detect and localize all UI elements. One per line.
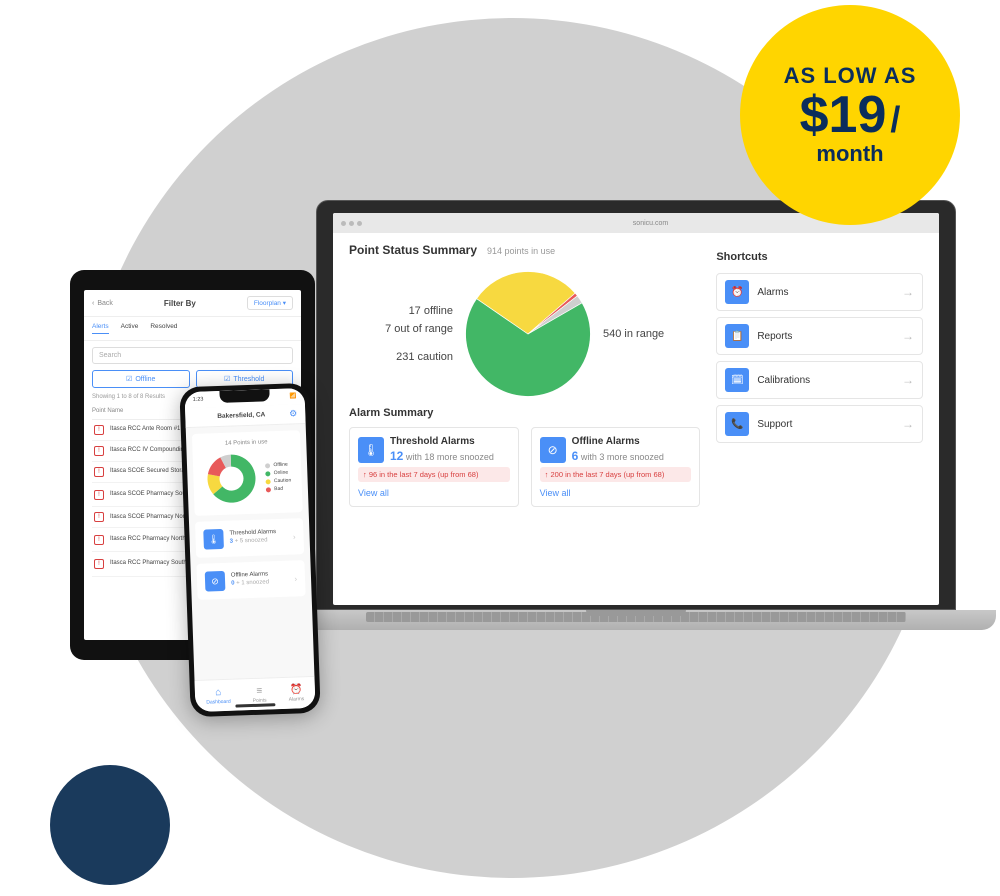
floorplan-select[interactable]: Floorplan ▾ — [247, 296, 293, 310]
alert-icon: ! — [94, 490, 104, 500]
point-status-heading: Point Status Summary 914 points in use — [349, 243, 700, 257]
offline-alarm-card[interactable]: ⊘ Offline Alarms 6 with 3 more snoozed ↑… — [531, 427, 701, 507]
shortcut-reports[interactable]: 📋Reports→ — [716, 317, 923, 355]
alert-icon: ! — [94, 425, 104, 435]
donut-legend: OfflineOnlineCautionBad — [265, 461, 291, 494]
phone-notch — [219, 389, 269, 403]
chevron-right-icon: › — [293, 532, 296, 541]
back-button[interactable]: ‹ Back — [92, 300, 113, 307]
offline-icon: ⊘ — [540, 437, 566, 463]
phone-header: Bakersfield, CA ⚙ — [185, 404, 306, 428]
pie-left-labels: 17 offline 7 out of range 231 caution — [385, 300, 453, 369]
calibration-icon: 🗓 — [725, 368, 749, 392]
alarm-icon: ⏰ — [725, 280, 749, 304]
shortcut-calibrations[interactable]: 🗓Calibrations→ — [716, 361, 923, 399]
support-icon: 📞 — [725, 412, 749, 436]
phone-device: 1:23 📶 Bakersfield, CA ⚙ 14 Points in us… — [179, 383, 320, 717]
chevron-right-icon: › — [294, 574, 297, 583]
tablet-tabs: Alerts Active Resolved — [84, 317, 301, 341]
laptop-keyboard — [276, 610, 996, 630]
view-all-threshold[interactable]: View all — [358, 488, 510, 498]
arrow-right-icon: → — [902, 285, 914, 299]
gear-icon[interactable]: ⚙ — [289, 408, 297, 419]
threshold-alarm-card[interactable]: 🌡 Threshold Alarms 12 with 18 more snooz… — [349, 427, 519, 507]
laptop-device: sonicu.com Point Status Summary 914 poin… — [316, 200, 956, 670]
offline-trend: ↑ 200 in the last 7 days (up from 68) — [540, 467, 692, 482]
filter-offline[interactable]: ☑ Offline — [92, 370, 190, 388]
arrow-right-icon: → — [902, 417, 914, 431]
tablet-header: ‹ Back Filter By Floorplan ▾ — [84, 290, 301, 317]
offline-icon: ⊘ — [205, 571, 226, 592]
donut-chart — [203, 450, 261, 508]
nav-alarms[interactable]: ⏰Alarms — [288, 684, 304, 703]
browser-url: sonicu.com — [633, 220, 668, 227]
decorative-accent-circle — [50, 765, 170, 885]
pie-chart — [463, 269, 593, 399]
location-label: Bakersfield, CA — [217, 411, 265, 420]
alert-icon: ! — [94, 512, 104, 522]
tablet-title: Filter By — [164, 299, 196, 308]
phone-summary-card: 14 Points in use OfflineOnlineCautionBad — [192, 430, 303, 516]
alert-icon: ! — [94, 535, 104, 545]
alert-icon: ! — [94, 559, 104, 569]
report-icon: 📋 — [725, 324, 749, 348]
alert-icon: ! — [94, 467, 104, 477]
pie-right-labels: 540 in range — [603, 324, 664, 344]
search-input[interactable]: Search — [92, 347, 293, 364]
tab-alerts[interactable]: Alerts — [92, 323, 109, 334]
arrow-right-icon: → — [902, 329, 914, 343]
thermometer-icon: 🌡 — [358, 437, 384, 463]
arrow-right-icon: → — [902, 373, 914, 387]
nav-dashboard[interactable]: ⌂Dashboard — [206, 686, 231, 705]
shortcuts-heading: Shortcuts — [716, 251, 923, 263]
thermometer-icon: 🌡 — [203, 529, 224, 550]
tab-active[interactable]: Active — [121, 323, 139, 334]
alert-icon: ! — [94, 446, 104, 456]
price-badge: AS LOW AS $19/ month — [740, 5, 960, 225]
threshold-trend: ↑ 96 in the last 7 days (up from 68) — [358, 467, 510, 482]
offline-card-mobile[interactable]: ⊘ Offline Alarms 0 + 1 snoozed › — [196, 560, 305, 600]
view-all-offline[interactable]: View all — [540, 488, 692, 498]
tab-resolved[interactable]: Resolved — [150, 323, 177, 334]
alarm-summary-heading: Alarm Summary — [349, 407, 700, 419]
badge-period: month — [816, 141, 883, 167]
nav-points[interactable]: ≡Points — [252, 685, 267, 703]
shortcut-alarms[interactable]: ⏰Alarms→ — [716, 273, 923, 311]
col-point-name: Point Name — [92, 408, 123, 415]
badge-price: $19/ — [800, 89, 901, 141]
shortcut-support[interactable]: 📞Support→ — [716, 405, 923, 443]
threshold-card-mobile[interactable]: 🌡 Threshold Alarms 3 + 5 snoozed › — [195, 518, 304, 558]
